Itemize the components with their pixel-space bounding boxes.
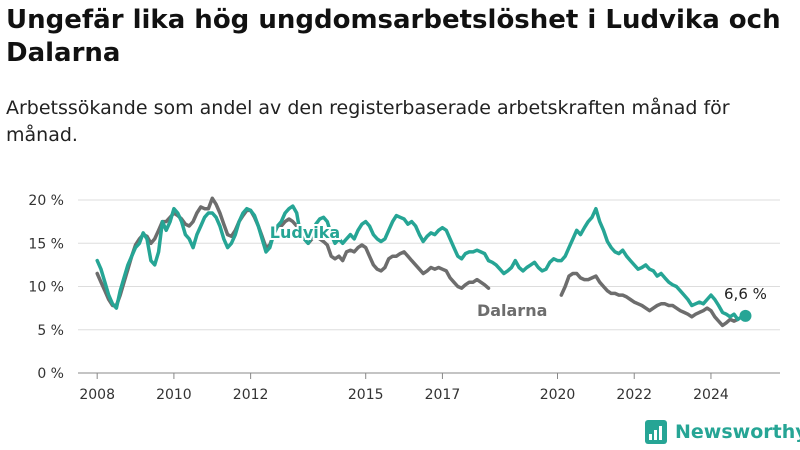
x-tick-label: 2024 bbox=[693, 387, 729, 403]
x-tick-label: 2020 bbox=[540, 387, 576, 403]
end-value-label: 6,6 % bbox=[724, 285, 767, 303]
series-line-ludvika bbox=[95, 204, 748, 322]
x-tick-label: 2012 bbox=[233, 387, 269, 403]
y-tick-label: 15 % bbox=[28, 236, 64, 252]
y-tick-label: 0 % bbox=[37, 366, 64, 382]
series-lines bbox=[95, 196, 748, 328]
x-tick-label: 2010 bbox=[156, 387, 192, 403]
chart-title: Ungefär lika hög ungdomsarbetslöshet i L… bbox=[6, 5, 781, 68]
y-tick-label: 10 % bbox=[28, 280, 64, 296]
series-labels: 6,6 % Ludvika Dalarna bbox=[268, 221, 767, 322]
bar-chart-icon bbox=[645, 420, 667, 444]
x-tick-label: 2015 bbox=[348, 387, 384, 403]
series-label-ludvika: Ludvika bbox=[270, 223, 340, 242]
y-axis-ticks: 0 % 5 % 10 % 15 % 20 % bbox=[28, 193, 64, 382]
newsworthy-logo: Newsworthy bbox=[645, 420, 800, 444]
x-tick-label: 2022 bbox=[616, 387, 652, 403]
end-point-marker bbox=[739, 309, 752, 322]
x-tick-label: 2017 bbox=[425, 387, 461, 403]
x-axis: 2008 2010 2012 2015 2017 2020 2022 2024 bbox=[79, 373, 729, 403]
series-label-dalarna: Dalarna bbox=[477, 301, 547, 320]
series-line-dalarna bbox=[95, 196, 740, 328]
y-tick-label: 5 % bbox=[37, 323, 64, 339]
x-tick-label: 2008 bbox=[79, 387, 115, 403]
chart-subtitle: Arbetssökande som andel av den registerb… bbox=[6, 97, 730, 146]
brand-name: Newsworthy bbox=[675, 421, 800, 443]
y-tick-label: 20 % bbox=[28, 193, 64, 209]
